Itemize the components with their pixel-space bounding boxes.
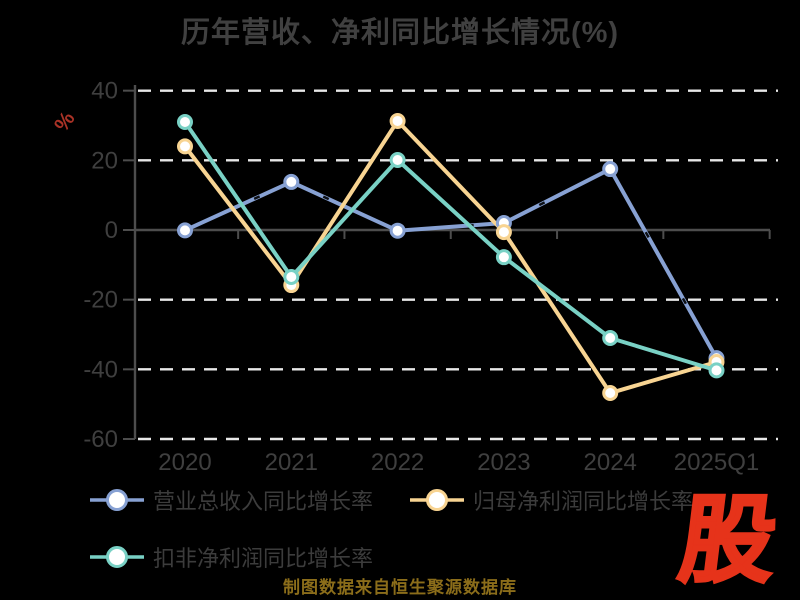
data-point-s0-2022	[389, 222, 406, 239]
data-point-s2-2022	[389, 151, 406, 168]
data-point-s0-2021	[283, 173, 300, 190]
data-point-s2-2025Q1	[708, 362, 725, 379]
legend-label: 营业总收入同比增长率	[153, 489, 374, 514]
y-tick-label: 40	[91, 78, 118, 105]
y-tick-label: 20	[91, 147, 118, 174]
data-point-s1-2020	[177, 138, 193, 155]
x-category-label: 2025Q1	[674, 449, 759, 476]
data-point-s1-2022	[389, 112, 406, 129]
legend-label: 归母净利润同比增长率	[473, 489, 694, 514]
series-line-0	[183, 167, 719, 361]
series-line-1	[183, 118, 719, 396]
data-point-s0-2024	[602, 161, 619, 178]
data-source-note: 制图数据来自恒生聚源数据库	[283, 578, 517, 597]
legend-item-nongaap-profit-growth: 扣非净利润同比增长率	[90, 543, 373, 571]
data-point-s2-2021	[283, 269, 300, 286]
stock-logo: 股	[672, 487, 783, 596]
series-line-dash-overlay	[184, 167, 718, 359]
x-category-label: 2023	[477, 449, 530, 476]
data-point-s2-2023	[495, 249, 512, 266]
legend-item-net-profit-growth: 归母净利润同比增长率	[410, 486, 693, 514]
y-tick-label: 0	[105, 217, 118, 244]
x-category-label: 2021	[265, 449, 318, 476]
data-point-s2-2020	[177, 114, 193, 131]
data-point-s2-2024	[602, 329, 619, 346]
chart-title: 历年营收、净利同比增长情况(%)	[180, 17, 620, 49]
data-point-s0-2020	[177, 222, 193, 239]
line-marker-icon	[410, 489, 464, 511]
data-point-s1-2023	[495, 224, 512, 241]
data-point-s1-2024	[602, 385, 619, 402]
y-tick-label: -60	[83, 426, 118, 453]
x-category-label: 2022	[371, 449, 424, 476]
x-category-label: 2024	[584, 449, 637, 476]
y-tick-label: -40	[83, 356, 118, 383]
y-tick-label: -20	[83, 287, 118, 314]
line-marker-icon	[90, 489, 144, 511]
x-category-label: 2020	[158, 449, 211, 476]
legend-label: 扣非净利润同比增长率	[153, 546, 374, 571]
legend-item-revenue-growth: 营业总收入同比增长率	[90, 486, 373, 514]
series-line-2	[183, 120, 719, 373]
line-marker-icon	[90, 546, 144, 568]
